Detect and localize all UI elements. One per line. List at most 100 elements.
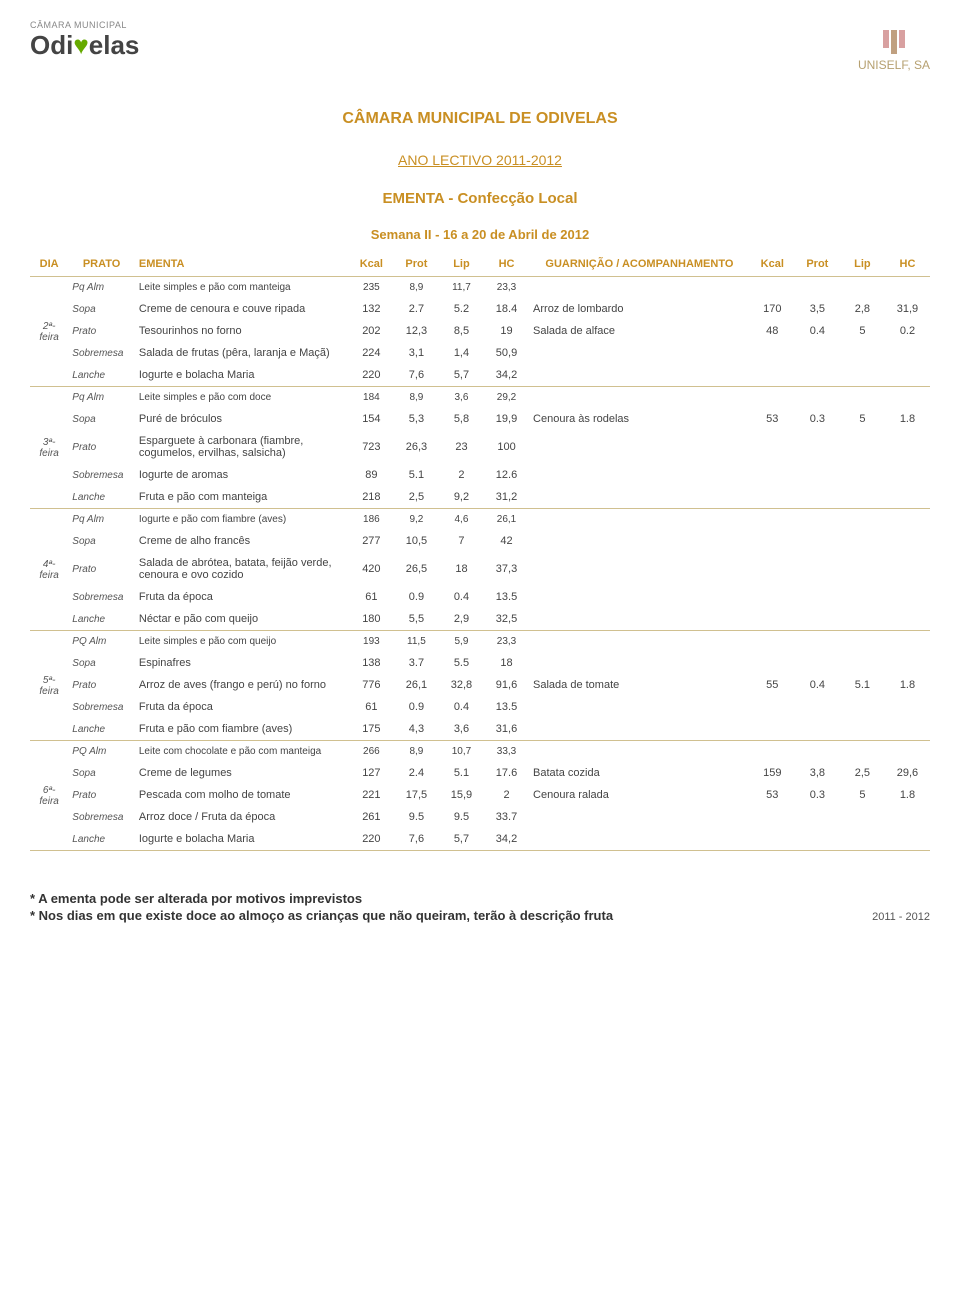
value-cell: 175 [349, 718, 394, 741]
meal-type: Prato [68, 674, 135, 696]
value-cell: 0.3 [795, 408, 840, 430]
garnish-desc: Cenoura ralada [529, 784, 750, 806]
day-label: 2ª-feira [30, 277, 68, 387]
value-cell [840, 342, 885, 364]
garnish-desc [529, 828, 750, 851]
menu-table: DIA PRATO EMENTA Kcal Prot Lip HC GUARNI… [30, 252, 930, 851]
value-cell: 2,5 [840, 762, 885, 784]
value-cell: 10,7 [439, 741, 484, 763]
meal-desc: Néctar e pão com queijo [135, 608, 349, 631]
day-label: 6ª-feira [30, 741, 68, 851]
value-cell: 5,8 [439, 408, 484, 430]
value-cell: 91,6 [484, 674, 529, 696]
meal-type: Lanche [68, 608, 135, 631]
col-prato: PRATO [68, 252, 135, 277]
day-label: 5ª-feira [30, 631, 68, 741]
value-cell: 29,2 [484, 387, 529, 409]
value-cell: 48 [750, 320, 795, 342]
table-row: SopaPuré de bróculos1545,35,819,9Cenoura… [30, 408, 930, 430]
day-group: 4ª-feiraPq AlmIogurte e pão com fiambre … [30, 509, 930, 631]
garnish-desc [529, 718, 750, 741]
meal-type: PQ Alm [68, 631, 135, 653]
value-cell: 26,1 [394, 674, 439, 696]
value-cell [840, 464, 885, 486]
garnish-desc: Salada de alface [529, 320, 750, 342]
garnish-desc [529, 486, 750, 509]
value-cell: 261 [349, 806, 394, 828]
day-label: 4ª-feira [30, 509, 68, 631]
value-cell [750, 430, 795, 464]
table-row: SobremesaArroz doce / Fruta da época2619… [30, 806, 930, 828]
garnish-desc [529, 277, 750, 299]
value-cell: 0.4 [439, 586, 484, 608]
meal-desc: Fruta da época [135, 696, 349, 718]
garnish-desc: Cenoura às rodelas [529, 408, 750, 430]
meal-desc: Iogurte e bolacha Maria [135, 828, 349, 851]
value-cell: 3.7 [394, 652, 439, 674]
value-cell: 13.5 [484, 586, 529, 608]
value-cell: 37,3 [484, 552, 529, 586]
table-row: 4ª-feiraPq AlmIogurte e pão com fiambre … [30, 509, 930, 531]
value-cell [885, 741, 930, 763]
value-cell: 18 [484, 652, 529, 674]
value-cell: 11,7 [439, 277, 484, 299]
value-cell [795, 806, 840, 828]
value-cell [795, 509, 840, 531]
value-cell: 186 [349, 509, 394, 531]
value-cell: 5.5 [439, 652, 484, 674]
value-cell: 89 [349, 464, 394, 486]
meal-desc: Creme de cenoura e couve ripada [135, 298, 349, 320]
value-cell [885, 696, 930, 718]
table-row: PratoPescada com molho de tomate22117,51… [30, 784, 930, 806]
value-cell: 2 [484, 784, 529, 806]
header: CÂMARA MUNICIPAL Odi♥elas UNISELF, SA [30, 20, 930, 110]
value-cell: 193 [349, 631, 394, 653]
value-cell: 5.1 [439, 762, 484, 784]
meal-desc: Leite com chocolate e pão com manteiga [135, 741, 349, 763]
table-row: LancheFruta e pão com manteiga2182,59,23… [30, 486, 930, 509]
value-cell: 23,3 [484, 631, 529, 653]
value-cell: 184 [349, 387, 394, 409]
value-cell [795, 718, 840, 741]
garnish-desc [529, 806, 750, 828]
meal-type: Prato [68, 430, 135, 464]
meal-desc: Salada de frutas (pêra, laranja e Maçã) [135, 342, 349, 364]
value-cell: 132 [349, 298, 394, 320]
logo-uniself: UNISELF, SA [858, 30, 930, 72]
value-cell: 5.1 [840, 674, 885, 696]
col-ghc: HC [885, 252, 930, 277]
value-cell: 220 [349, 364, 394, 387]
value-cell [750, 464, 795, 486]
value-cell: 5,7 [439, 828, 484, 851]
garnish-desc [529, 631, 750, 653]
garnish-desc [529, 509, 750, 531]
garnish-desc [529, 608, 750, 631]
meal-type: Pq Alm [68, 277, 135, 299]
day-label: 3ª-feira [30, 387, 68, 509]
meal-type: Sobremesa [68, 586, 135, 608]
value-cell [750, 741, 795, 763]
col-dia: DIA [30, 252, 68, 277]
value-cell [750, 486, 795, 509]
value-cell: 34,2 [484, 828, 529, 851]
table-row: SobremesaSalada de frutas (pêra, laranja… [30, 342, 930, 364]
value-cell [840, 631, 885, 653]
value-cell [885, 530, 930, 552]
value-cell [795, 364, 840, 387]
value-cell: 61 [349, 696, 394, 718]
value-cell: 0.4 [439, 696, 484, 718]
value-cell: 23 [439, 430, 484, 464]
value-cell: 1,4 [439, 342, 484, 364]
meal-type: Sobremesa [68, 342, 135, 364]
value-cell [750, 631, 795, 653]
garnish-desc [529, 342, 750, 364]
value-cell: 7,6 [394, 828, 439, 851]
table-row: PratoSalada de abrótea, batata, feijão v… [30, 552, 930, 586]
value-cell: 2.4 [394, 762, 439, 784]
col-gprot: Prot [795, 252, 840, 277]
value-cell: 127 [349, 762, 394, 784]
table-row: PratoEsparguete à carbonara (fiambre, co… [30, 430, 930, 464]
footnote-1: * A ementa pode ser alterada por motivos… [30, 891, 930, 906]
value-cell: 32,5 [484, 608, 529, 631]
value-cell: 31,9 [885, 298, 930, 320]
